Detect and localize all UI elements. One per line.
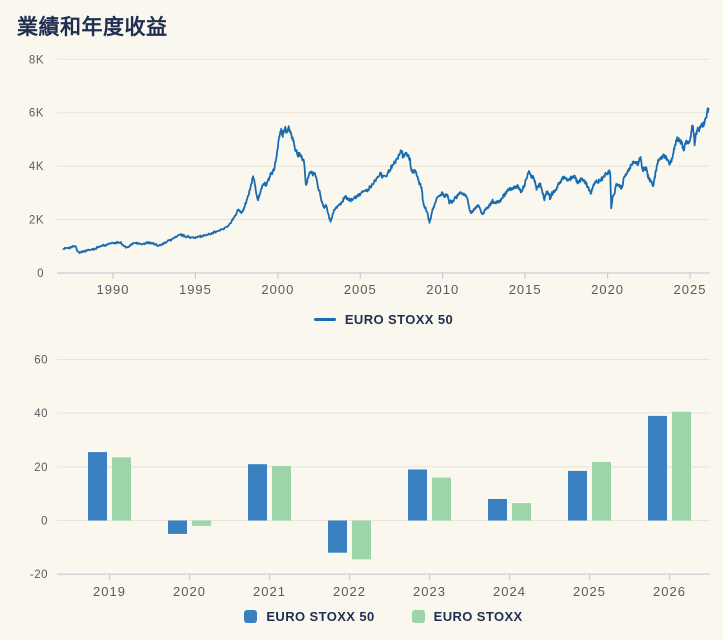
y-axis-tick-label: 4K [29,161,44,173]
bar-2021-stoxx [272,466,291,521]
x-axis-tick-label: 2025 [674,282,707,297]
y-axis-tick-label: 8K [29,54,44,66]
x-axis-tick-label: 2020 [173,584,206,599]
page-title: 業績和年度收益 [17,16,168,39]
y-axis-tick-label: 2K [29,215,44,227]
y-axis-tick-label: -20 [30,569,48,581]
x-axis-tick-label: 1995 [179,282,212,297]
bar-2024-stoxx [512,503,531,521]
y-axis-tick-label: 0 [41,516,48,528]
legend-item-euro-stoxx-50: EURO STOXX 50 [244,609,374,624]
bar-chart-series [88,411,691,560]
legend-label: EURO STOXX 50 [266,609,375,624]
bar-2023-stoxx [432,477,451,521]
x-axis-tick-label: 2019 [93,584,126,599]
y-axis-tick-label: 6K [29,108,44,120]
bar-2026-stoxx50 [648,415,667,521]
blue-square-swatch-icon [244,610,258,623]
line-chart-labels: 8K 6K 4K 2K 0 1990 1995 2000 2005 2010 2015 2020 202… [29,54,707,297]
x-axis-tick-label: 2026 [653,584,686,599]
line-chart-axis [57,272,710,279]
bar-chart-labels: 60 40 20 0 -20 2019 2020 2021 2022 2023 2024 2025 20… [30,355,686,599]
bar-2020-stoxx [192,520,211,526]
bar-2021-stoxx50 [248,464,267,521]
x-axis-tick-label: 2024 [493,584,526,599]
line-swatch-icon [313,318,336,321]
bar-2020-stoxx50 [168,520,187,534]
bar-2022-stoxx [352,520,371,560]
legend-item-euro-stoxx-50: EURO STOXX 50 [313,312,454,327]
x-axis-tick-label: 2023 [413,584,446,599]
x-axis-tick-label: 1990 [97,282,130,297]
bar-2025-stoxx50 [568,470,587,521]
legend-label: EURO STOXX 50 [344,312,454,327]
x-axis-tick-label: 2015 [509,282,542,297]
green-square-swatch-icon [411,610,425,623]
bar-2019-stoxx [112,457,131,521]
y-axis-tick-label: 20 [34,462,48,474]
bar-chart-axis [57,573,710,581]
x-axis-tick-label: 2022 [333,584,366,599]
x-axis-tick-label: 2021 [253,584,286,599]
bar-2023-stoxx50 [408,469,427,521]
y-axis-tick-label: 40 [34,408,48,420]
x-axis-tick-label: 2005 [344,282,377,297]
line-chart-legend: EURO STOXX 50 [57,312,710,327]
bar-2022-stoxx50 [328,520,347,553]
y-axis-tick-label: 0 [37,268,44,280]
x-axis-tick-label: 2020 [591,282,624,297]
legend-item-euro-stoxx: EURO STOXX [411,609,523,624]
x-axis-tick-label: 2025 [573,584,606,599]
bar-2024-stoxx50 [488,499,507,521]
euro-stoxx-50-line [62,107,710,254]
y-axis-tick-label: 60 [34,355,48,367]
bar-chart-gridlines [57,359,710,521]
bar-2026-stoxx [672,411,691,521]
x-axis-tick-label: 2000 [261,282,294,297]
bar-2019-stoxx50 [88,452,107,521]
legend-label: EURO STOXX [433,609,523,624]
bar-2025-stoxx [592,462,611,521]
line-chart-series [62,107,710,254]
line-chart-gridlines [57,58,710,221]
bar-chart-legend: EURO STOXX 50 EURO STOXX [57,609,710,624]
x-axis-tick-label: 2010 [426,282,459,297]
